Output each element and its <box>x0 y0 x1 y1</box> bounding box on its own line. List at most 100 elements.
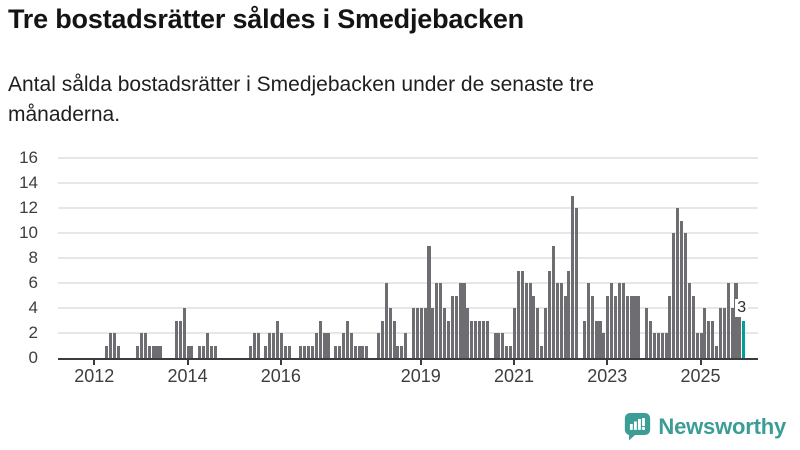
bar <box>738 308 742 358</box>
bar <box>621 283 625 358</box>
grid-line <box>58 282 758 284</box>
bar <box>155 345 159 358</box>
bar <box>198 345 202 358</box>
x-axis-label: 2016 <box>260 366 301 386</box>
bar <box>458 283 462 358</box>
bar <box>466 308 470 358</box>
bar <box>567 270 571 358</box>
bar <box>563 295 567 358</box>
bar <box>275 320 279 358</box>
y-axis-label: 12 <box>19 198 38 217</box>
x-axis-label: 2014 <box>167 366 208 386</box>
last-value-label: 3 <box>735 298 749 317</box>
newsworthy-logo: Newsworthy <box>624 412 786 441</box>
bar <box>512 308 517 358</box>
bar <box>594 320 598 358</box>
y-axis-label: 6 <box>28 273 38 292</box>
bar <box>614 295 618 358</box>
bar <box>726 283 730 358</box>
bar <box>520 270 524 358</box>
bar <box>602 333 606 358</box>
bar <box>718 308 722 358</box>
y-axis-label: 8 <box>28 248 38 267</box>
plot-area: 3 <box>58 157 758 360</box>
bar <box>660 333 664 358</box>
bar <box>349 333 353 358</box>
grid-line <box>58 257 758 259</box>
bar <box>314 333 318 358</box>
bar <box>590 295 594 358</box>
x-axis-tick <box>419 359 422 365</box>
bar <box>691 295 695 358</box>
bar <box>648 320 653 358</box>
grid-line <box>58 307 758 309</box>
bar <box>625 295 629 358</box>
bar <box>703 308 707 358</box>
bar <box>268 333 272 358</box>
grid-line <box>58 182 758 184</box>
bar <box>474 320 478 358</box>
bar <box>279 333 283 358</box>
bar <box>656 333 660 358</box>
bar <box>326 333 330 358</box>
bar <box>248 345 252 358</box>
bar <box>365 345 369 358</box>
bar <box>505 345 509 358</box>
bar <box>699 333 703 358</box>
bar <box>470 320 474 358</box>
bar <box>213 345 217 358</box>
newsworthy-wordmark: Newsworthy <box>658 413 786 439</box>
y-axis-label: 14 <box>19 173 38 192</box>
bar <box>345 320 349 358</box>
bar <box>582 320 586 358</box>
bar <box>353 345 357 358</box>
bar <box>283 345 287 358</box>
grid-line <box>58 207 758 209</box>
bar <box>555 283 559 358</box>
bar <box>547 270 551 358</box>
bar <box>672 233 676 358</box>
bar <box>462 283 466 358</box>
bar <box>427 245 431 358</box>
bar <box>388 308 392 358</box>
bar <box>617 283 621 358</box>
bar <box>357 345 361 358</box>
bar <box>450 295 454 358</box>
bar <box>571 195 575 358</box>
bar <box>734 283 738 358</box>
bar <box>730 308 734 358</box>
bar <box>435 283 439 358</box>
bar <box>715 345 719 358</box>
bar <box>695 333 699 358</box>
bar <box>307 345 311 358</box>
bar <box>485 320 489 358</box>
bar <box>338 345 342 358</box>
bar <box>202 345 206 358</box>
bar <box>419 308 423 358</box>
bar <box>174 320 178 358</box>
bar <box>536 308 540 358</box>
bar <box>104 345 108 358</box>
bar <box>182 308 186 358</box>
bar <box>683 233 688 358</box>
bar <box>687 283 691 358</box>
y-axis-label: 2 <box>28 323 38 342</box>
grid-line <box>58 332 758 334</box>
bar <box>415 308 419 358</box>
newsworthy-icon <box>624 412 651 441</box>
y-axis-label: 0 <box>28 348 38 367</box>
chart-subtitle: Antal sålda bostadsrätter i Smedjebacken… <box>8 73 595 126</box>
bar <box>108 333 112 358</box>
bar <box>664 333 668 358</box>
bar <box>443 308 447 358</box>
bar <box>209 345 213 358</box>
bar <box>645 308 649 358</box>
x-axis-tick <box>93 359 96 365</box>
bar <box>598 320 602 358</box>
bar <box>116 345 120 358</box>
bar <box>342 333 346 358</box>
bar <box>551 245 555 358</box>
bar <box>586 283 590 358</box>
x-axis-tick <box>279 359 282 365</box>
bar <box>431 308 435 358</box>
